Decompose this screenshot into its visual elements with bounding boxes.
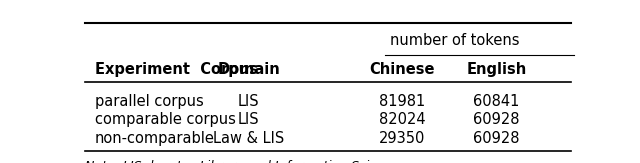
Text: English: English — [467, 62, 527, 77]
Text: 29350: 29350 — [380, 131, 426, 146]
Text: parallel corpus: parallel corpus — [95, 94, 204, 109]
Text: LIS: LIS — [238, 94, 259, 109]
Text: 60928: 60928 — [474, 131, 520, 146]
Text: number of tokens: number of tokens — [390, 33, 519, 48]
Text: Note: LIS denotes Library and Information Science.: Note: LIS denotes Library and Informatio… — [85, 160, 404, 163]
Text: 60928: 60928 — [474, 112, 520, 127]
Text: Chinese: Chinese — [370, 62, 435, 77]
Text: Experiment  Corpus: Experiment Corpus — [95, 62, 258, 77]
Text: 81981: 81981 — [380, 94, 426, 109]
Text: Domain: Domain — [217, 62, 280, 77]
Text: Law & LIS: Law & LIS — [213, 131, 284, 146]
Text: 82024: 82024 — [379, 112, 426, 127]
Text: comparable corpus: comparable corpus — [95, 112, 236, 127]
Text: 60841: 60841 — [474, 94, 520, 109]
Text: non-comparable: non-comparable — [95, 131, 215, 146]
Text: LIS: LIS — [238, 112, 259, 127]
